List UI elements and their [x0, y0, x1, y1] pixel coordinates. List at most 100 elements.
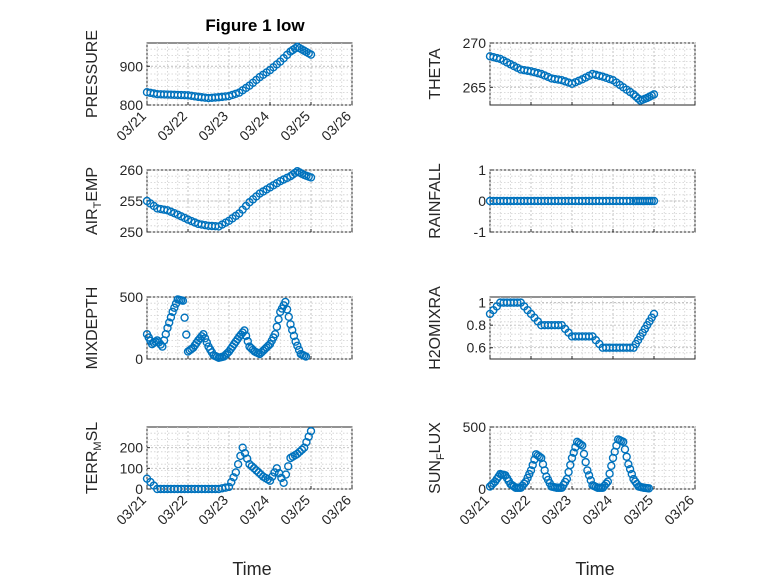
y-tick-label: 0.6 [467, 340, 487, 356]
series-markers [485, 52, 659, 105]
x-tick-label: 03/22 [497, 492, 533, 528]
data-point-interp [247, 462, 256, 471]
y-tick-label: 1 [478, 295, 486, 311]
data-point-interp [492, 53, 502, 63]
data-point-interp [284, 312, 293, 322]
data-point-interp [535, 452, 544, 461]
data-point-interp [274, 315, 283, 324]
data-point-interp [627, 469, 636, 479]
data-point [567, 453, 577, 463]
data-point-interp [631, 92, 640, 101]
data-point-interp [270, 468, 279, 477]
x-tick-label: 03/22 [154, 108, 190, 144]
y-tick-label: 250 [120, 224, 144, 240]
data-point [279, 478, 288, 487]
panel-1: 800 900 03/21 03/22 03/23 03/24 03/25 03/26 PRES… [84, 30, 354, 144]
data-point-interp [166, 313, 176, 322]
data-point-interp [297, 445, 307, 454]
data-point [168, 307, 177, 317]
data-point [619, 437, 628, 447]
data-point-interp [579, 449, 589, 459]
y-axis-label: RAINFALL [427, 163, 444, 239]
y-tick-label: -1 [474, 224, 487, 240]
data-point-interp [282, 305, 292, 314]
data-point [231, 468, 241, 477]
x-tick-label: 03/26 [318, 492, 354, 528]
y-axis-label: THETA [427, 48, 444, 100]
panel-6: 0.6 0.8 1 H2OMIXRA [427, 286, 696, 370]
data-point [265, 476, 275, 485]
data-point [286, 320, 295, 329]
data-point-interp [233, 460, 243, 469]
x-tick-label: 03/23 [195, 108, 231, 144]
x-tick-label: 03/26 [318, 108, 354, 144]
y-tick-label: 0 [135, 351, 143, 367]
x-tick-label: 03/21 [113, 108, 149, 144]
x-tick-label: 03/24 [236, 108, 272, 144]
data-point-interp [605, 469, 614, 478]
data-point-interp [528, 460, 537, 470]
data-point [649, 309, 659, 319]
data-point-interp [182, 330, 191, 339]
panel-2: 265 270 THETA [427, 35, 696, 106]
y-tick-label: 900 [120, 58, 144, 74]
data-point [291, 337, 300, 346]
series-markers [485, 298, 659, 352]
series-markers [142, 167, 316, 231]
data-point-interp [254, 468, 263, 477]
y-tick-label: 100 [120, 460, 144, 476]
panel-3: 250 255 260 AIRTEMP [84, 162, 353, 240]
x-tick-label: 03/21 [113, 492, 149, 528]
y-axis-label: AIRTEMP [84, 167, 104, 235]
data-point-interp [625, 464, 635, 474]
data-point-interp [601, 479, 611, 488]
series-markers [485, 196, 659, 206]
data-point-interp [284, 462, 293, 471]
data-point-interp [170, 303, 179, 312]
data-point-interp [281, 470, 291, 479]
data-point-interp [165, 318, 174, 327]
data-point-interp [289, 331, 299, 341]
data-point-interp [622, 452, 631, 461]
data-point-interp [620, 445, 630, 454]
data-point [272, 464, 282, 473]
data-point-interp [288, 325, 297, 335]
data-point-interp [625, 196, 635, 206]
y-tick-label: 500 [120, 289, 144, 305]
x-tick-label: 03/24 [236, 492, 272, 528]
data-point-interp [227, 477, 236, 487]
data-point [293, 449, 302, 459]
y-tick-label: 0 [478, 193, 486, 209]
data-point-interp [229, 473, 238, 482]
y-tick-label: 1 [478, 162, 486, 178]
y-tick-label: 270 [463, 35, 487, 51]
data-point [649, 196, 659, 206]
data-point-interp [584, 471, 594, 480]
x-tick-label: 03/25 [620, 492, 656, 528]
data-point-interp [513, 298, 522, 307]
data-point [224, 482, 234, 492]
x-tick-label: 03/25 [277, 492, 313, 528]
data-point [578, 441, 587, 450]
data-point [629, 90, 638, 99]
data-point [252, 466, 261, 475]
series-markers [142, 42, 316, 103]
data-point [526, 466, 536, 475]
data-point-interp [268, 472, 277, 481]
x-tick-label: 03/21 [456, 492, 492, 528]
y-tick-label: 260 [120, 162, 144, 178]
x-axis-label-right: Time [575, 559, 614, 579]
data-point-interp [180, 313, 189, 322]
y-tick-label: 200 [120, 440, 144, 456]
y-axis-label: TERRMSL [84, 422, 104, 494]
data-point-interp [569, 448, 578, 457]
x-tick-label: 03/25 [277, 108, 313, 144]
data-point-interp [241, 331, 251, 341]
data-point-interp [625, 343, 635, 352]
x-tick-label: 03/26 [661, 492, 697, 528]
data-point [649, 90, 659, 99]
y-axis-label: PRESSURE [84, 30, 101, 118]
data-point-interp [221, 483, 230, 492]
